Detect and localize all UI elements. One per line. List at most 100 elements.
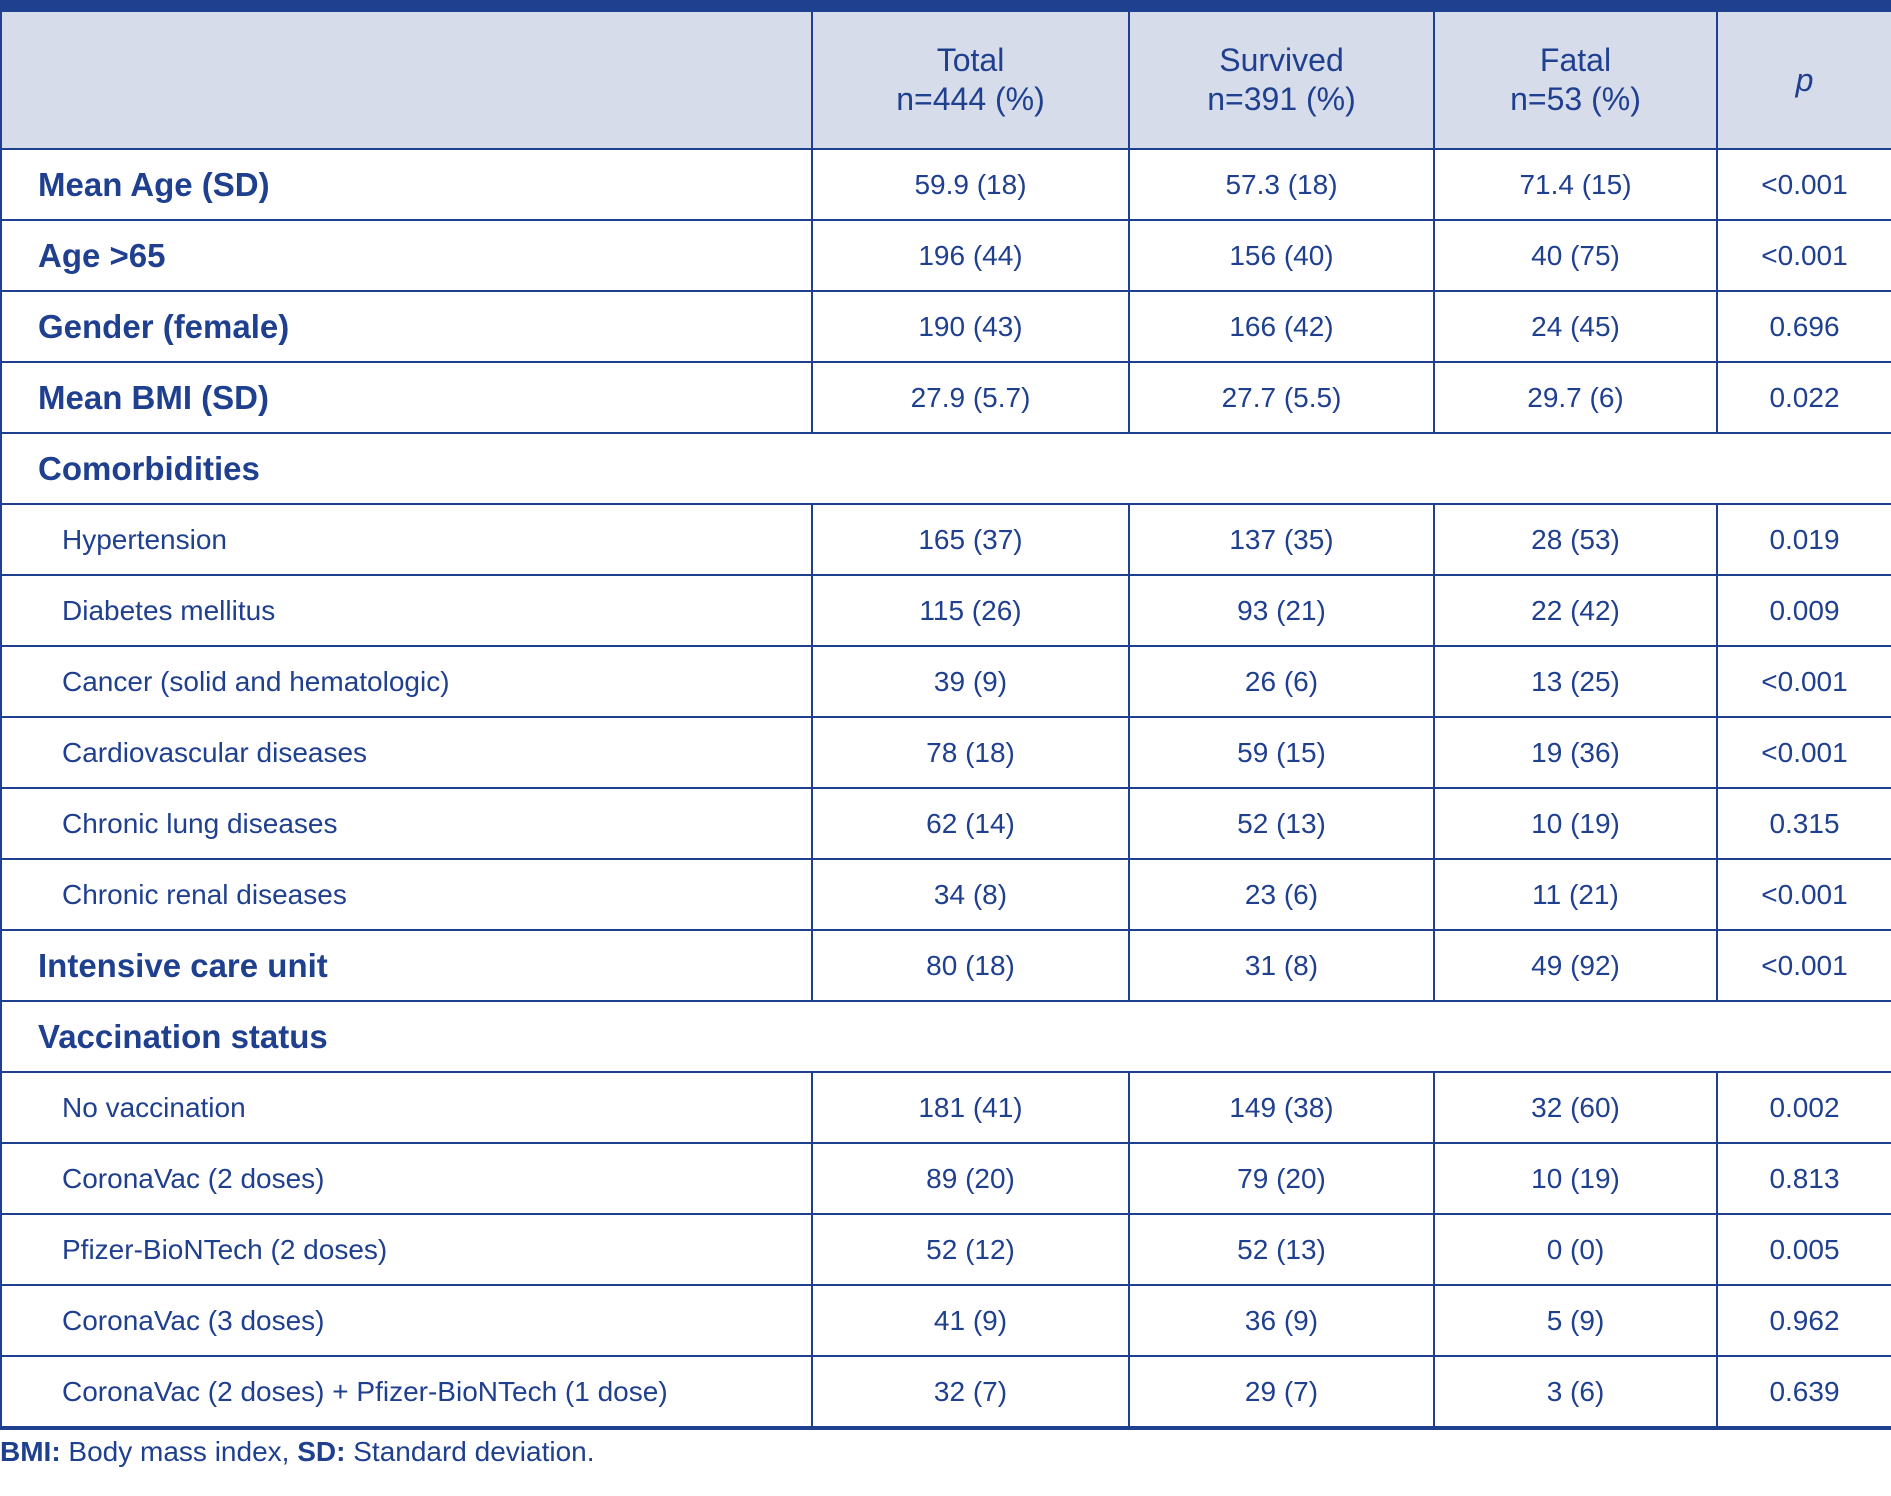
cell-survived: 166 (42) xyxy=(1128,290,1435,363)
cell-total: 39 (9) xyxy=(811,645,1130,718)
cell-survived: 57.3 (18) xyxy=(1128,148,1435,221)
table-row: Mean BMI (SD) 27.9 (5.7) 27.7 (5.5) 29.7 (6… xyxy=(0,361,1891,434)
row-label: Gender (female) xyxy=(0,290,813,363)
cell-survived: 29 (7) xyxy=(1128,1355,1435,1429)
cell-fatal: 11 (21) xyxy=(1433,858,1718,931)
cell-total: 32 (7) xyxy=(811,1355,1130,1429)
cell-fatal: 24 (45) xyxy=(1433,290,1718,363)
table-row: Chronic renal diseases 34 (8) 23 (6) 11 (21… xyxy=(0,858,1891,931)
section-label: Comorbidities xyxy=(0,432,1891,505)
row-label: Mean Age (SD) xyxy=(0,148,813,221)
cell-p: 0.315 xyxy=(1716,787,1891,860)
table-body: Mean Age (SD) 59.9 (18) 57.3 (18) 71.4 (15)… xyxy=(0,148,1891,1429)
cell-fatal: 19 (36) xyxy=(1433,716,1718,789)
row-label: Mean BMI (SD) xyxy=(0,361,813,434)
cell-survived: 149 (38) xyxy=(1128,1071,1435,1144)
row-label: Diabetes mellitus xyxy=(0,574,813,647)
header-cell-label xyxy=(0,6,813,150)
cell-p: 0.022 xyxy=(1716,361,1891,434)
cell-total: 34 (8) xyxy=(811,858,1130,931)
cell-total: 80 (18) xyxy=(811,929,1130,1002)
table-row: Cardiovascular diseases 78 (18) 59 (15) 19 … xyxy=(0,716,1891,789)
cell-total: 196 (44) xyxy=(811,219,1130,292)
table-row: CoronaVac (2 doses) 89 (20) 79 (20) 10 (19)… xyxy=(0,1142,1891,1215)
cell-fatal: 0 (0) xyxy=(1433,1213,1718,1286)
row-label: Age >65 xyxy=(0,219,813,292)
cell-total: 27.9 (5.7) xyxy=(811,361,1130,434)
row-label: Chronic renal diseases xyxy=(0,858,813,931)
footnote-def-bmi: Body mass index, xyxy=(60,1436,298,1467)
cell-survived: 156 (40) xyxy=(1128,219,1435,292)
table-row: CoronaVac (2 doses) + Pfizer-BioNTech (1… xyxy=(0,1355,1891,1429)
row-label: Cardiovascular diseases xyxy=(0,716,813,789)
header-cell-total: Total n=444 (%) xyxy=(811,6,1130,150)
cell-survived: 26 (6) xyxy=(1128,645,1435,718)
cell-fatal: 13 (25) xyxy=(1433,645,1718,718)
row-label: Hypertension xyxy=(0,503,813,576)
cell-survived: 52 (13) xyxy=(1128,1213,1435,1286)
table-row: Cancer (solid and hematologic) 39 (9) 26 (… xyxy=(0,645,1891,718)
cell-p: <0.001 xyxy=(1716,716,1891,789)
cell-survived: 23 (6) xyxy=(1128,858,1435,931)
cell-total: 62 (14) xyxy=(811,787,1130,860)
cell-p: 0.639 xyxy=(1716,1355,1891,1429)
cell-total: 190 (43) xyxy=(811,290,1130,363)
footnote-term-bmi: BMI: xyxy=(0,1436,61,1467)
cell-fatal: 40 (75) xyxy=(1433,219,1718,292)
cell-survived: 137 (35) xyxy=(1128,503,1435,576)
cell-survived: 93 (21) xyxy=(1128,574,1435,647)
cell-total: 115 (26) xyxy=(811,574,1130,647)
header-total-n: n=444 (%) xyxy=(896,81,1045,117)
cell-p: <0.001 xyxy=(1716,219,1891,292)
cell-p: 0.813 xyxy=(1716,1142,1891,1215)
cell-total: 59.9 (18) xyxy=(811,148,1130,221)
cell-total: 89 (20) xyxy=(811,1142,1130,1215)
row-label: Pfizer-BioNTech (2 doses) xyxy=(0,1213,813,1286)
table-row: Age >65 196 (44) 156 (40) 40 (75) <0.001 xyxy=(0,219,1891,292)
footnote: BMI: Body mass index, SD: Standard devia… xyxy=(0,1436,595,1468)
row-label: CoronaVac (2 doses) xyxy=(0,1142,813,1215)
table-container: Total n=444 (%) Survived n=391 (%) Fatal… xyxy=(0,0,1891,1430)
row-label: Cancer (solid and hematologic) xyxy=(0,645,813,718)
cell-fatal: 5 (9) xyxy=(1433,1284,1718,1357)
table-row: CoronaVac (3 doses) 41 (9) 36 (9) 5 (9) 0.96… xyxy=(0,1284,1891,1357)
cell-fatal: 32 (60) xyxy=(1433,1071,1718,1144)
cell-survived: 36 (9) xyxy=(1128,1284,1435,1357)
cell-total: 181 (41) xyxy=(811,1071,1130,1144)
section-label: Vaccination status xyxy=(0,1000,1891,1073)
cell-survived: 27.7 (5.5) xyxy=(1128,361,1435,434)
cell-p: 0.019 xyxy=(1716,503,1891,576)
cell-fatal: 71.4 (15) xyxy=(1433,148,1718,221)
table-row: Pfizer-BioNTech (2 doses) 52 (12) 52 (13) 0… xyxy=(0,1213,1891,1286)
cell-p: 0.005 xyxy=(1716,1213,1891,1286)
cell-total: 41 (9) xyxy=(811,1284,1130,1357)
cell-fatal: 10 (19) xyxy=(1433,1142,1718,1215)
cell-total: 78 (18) xyxy=(811,716,1130,789)
header-fatal-title: Fatal xyxy=(1539,42,1612,78)
section-row: Comorbidities xyxy=(0,432,1891,505)
cell-fatal: 29.7 (6) xyxy=(1433,361,1718,434)
cell-total: 165 (37) xyxy=(811,503,1130,576)
cell-p: 0.962 xyxy=(1716,1284,1891,1357)
cell-p: 0.696 xyxy=(1716,290,1891,363)
table-row: No vaccination 181 (41) 149 (38) 32 (60) 0.0… xyxy=(0,1071,1891,1144)
row-label: CoronaVac (2 doses) + Pfizer-BioNTech (1… xyxy=(0,1355,813,1429)
header-row: Total n=444 (%) Survived n=391 (%) Fatal… xyxy=(0,6,1891,150)
row-label: No vaccination xyxy=(0,1071,813,1144)
cell-survived: 52 (13) xyxy=(1128,787,1435,860)
cell-fatal: 3 (6) xyxy=(1433,1355,1718,1429)
section-row: Vaccination status xyxy=(0,1000,1891,1073)
cell-p: <0.001 xyxy=(1716,148,1891,221)
cell-survived: 31 (8) xyxy=(1128,929,1435,1002)
table-row: Intensive care unit 80 (18) 31 (8) 49 (92) <… xyxy=(0,929,1891,1002)
cell-survived: 59 (15) xyxy=(1128,716,1435,789)
data-table: Total n=444 (%) Survived n=391 (%) Fatal… xyxy=(0,0,1891,1430)
cell-p: <0.001 xyxy=(1716,929,1891,1002)
cell-fatal: 22 (42) xyxy=(1433,574,1718,647)
header-p-title: p xyxy=(1795,61,1814,98)
footnote-def-sd: Standard deviation. xyxy=(345,1436,595,1467)
cell-fatal: 28 (53) xyxy=(1433,503,1718,576)
header-survived-n: n=391 (%) xyxy=(1207,81,1356,117)
row-label: Chronic lung diseases xyxy=(0,787,813,860)
